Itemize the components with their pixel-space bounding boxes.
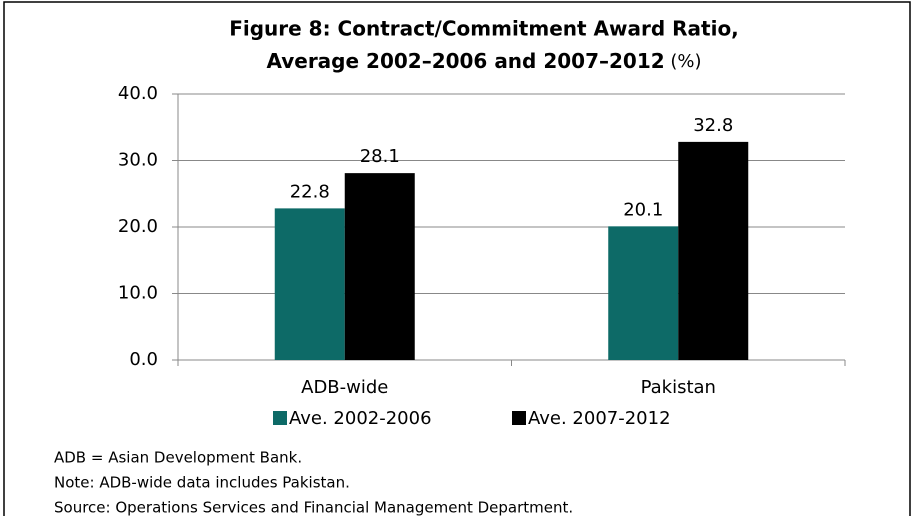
note: ADB = Asian Development Bank. xyxy=(54,449,302,467)
legend-label: Ave. 2002-2006 xyxy=(289,408,432,429)
bar xyxy=(344,173,415,360)
y-tick-label: 40.0 xyxy=(118,83,158,104)
legend-label: Ave. 2007-2012 xyxy=(528,408,671,429)
frame xyxy=(3,1,911,516)
chart-title-line: Average 2002–2006 and 2007–2012 (%) xyxy=(266,49,701,73)
title-unit: (%) xyxy=(670,51,701,72)
chart-title: Average 2002–2006 and 2007–2012 xyxy=(266,49,664,73)
x-tick-label: ADB-wide xyxy=(301,377,388,398)
data-label: 22.8 xyxy=(290,181,330,202)
y-tick-label: 0.0 xyxy=(129,349,158,370)
bar xyxy=(678,141,749,360)
y-tick-label: 30.0 xyxy=(118,150,158,171)
legend-swatch xyxy=(512,411,526,425)
y-tick-label: 20.0 xyxy=(118,216,158,237)
data-label: 28.1 xyxy=(360,146,400,167)
chart-title: Figure 8: Contract/Commitment Award Rati… xyxy=(229,17,739,41)
note: Note: ADB-wide data includes Pakistan. xyxy=(54,474,350,492)
bar xyxy=(274,208,345,360)
x-tick-label: Pakistan xyxy=(641,377,716,398)
y-tick-label: 10.0 xyxy=(118,283,158,304)
legend-swatch xyxy=(273,411,287,425)
data-label: 32.8 xyxy=(693,115,733,136)
bar xyxy=(608,226,679,360)
note: Source: Operations Services and Financia… xyxy=(54,499,573,516)
data-label: 20.1 xyxy=(623,199,663,220)
